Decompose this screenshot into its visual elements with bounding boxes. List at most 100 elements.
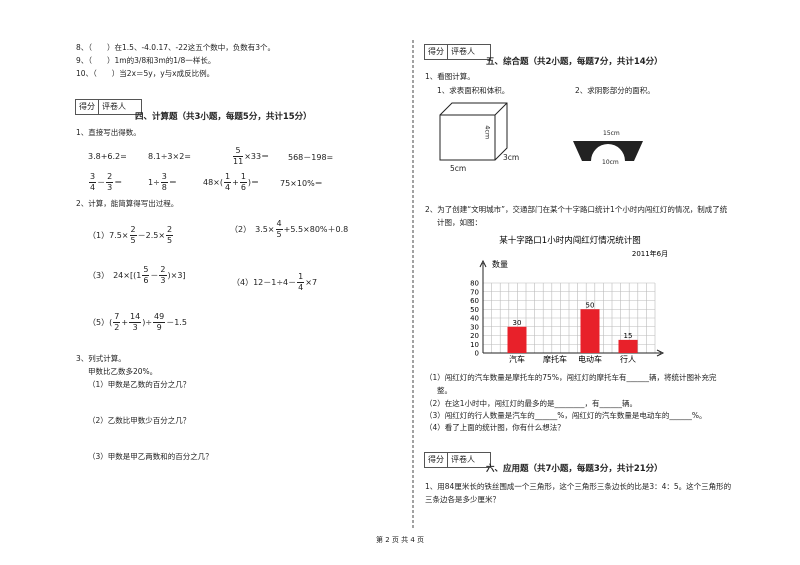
fraction: 49 9: [153, 312, 166, 333]
expression: 8.1÷3×2=: [148, 152, 191, 161]
denominator: 3: [107, 183, 113, 192]
expression: 5 11 ×33＝: [232, 146, 269, 167]
numerator: 3: [89, 172, 97, 183]
expression-text: 3.8+6.2=: [88, 152, 127, 161]
score-box: 得分 评卷人: [424, 44, 491, 60]
expression-text: （4）12－1÷4－: [232, 278, 297, 287]
y-axis-arrow: [479, 259, 487, 268]
y-tick-label: 30: [470, 323, 479, 331]
y-tick-label: 50: [470, 306, 479, 314]
x-tick-label: 摩托车: [543, 354, 567, 364]
denominator: 6: [143, 276, 149, 285]
y-tick-label: 20: [470, 332, 479, 340]
score-box: 得分 评卷人: [75, 99, 142, 115]
question: 8、（ ）在1.5、-4.0.17、-22这五个数中，负数有3个。: [76, 43, 276, 52]
section-heading: 五、综合题（共2小题，每题7分，共计14分）: [486, 57, 663, 67]
expression: （5）(7 2 +14 3)÷ 49 9 －1.5: [88, 312, 187, 333]
y-tick-label: 70: [470, 288, 479, 296]
expression: （1）7.5× 2 5 －2.5× 2 5: [88, 225, 174, 246]
expression-text: ×7: [305, 278, 318, 287]
question: 1、求表面积和体积。: [437, 86, 510, 95]
dimension-label: 3cm: [503, 153, 520, 162]
expression-text: +5.5×80%＋0.8: [283, 225, 349, 234]
dimension-label: 5cm: [450, 164, 467, 173]
question: 10、（ ）当2x＝5y，y与x成反比例。: [76, 69, 215, 78]
expression-text: ＝: [168, 178, 177, 187]
denominator: 2: [114, 323, 120, 332]
y-axis-label: 数量: [492, 259, 508, 269]
y-tick-label: 40: [470, 315, 479, 323]
x-tick-label: 汽车: [509, 354, 525, 364]
premise: 甲数比乙数多20%。: [88, 367, 158, 376]
score-label: 得分: [428, 47, 444, 56]
expression: （2） 3.5× 4 5 +5.5×80%＋0.8: [230, 219, 348, 240]
expression-text: 568－198=: [288, 153, 334, 162]
expression-text: （5）(: [88, 318, 113, 327]
question: （1）闯红灯的汽车数量是摩托车的75%，闯红灯的摩托车有______辆，将统计图…: [425, 373, 717, 382]
expression-text: ×33＝: [244, 152, 270, 161]
question: （2）在这1小时中，闯红灯的最多的是________，有______辆。: [425, 399, 638, 408]
expression-text: +: [121, 318, 129, 327]
chart-subtitle: 2011年6月: [632, 249, 668, 258]
question: 2、求阴影部分的面积。: [575, 86, 655, 95]
bar: [507, 326, 527, 353]
numerator: 1: [239, 172, 247, 183]
question: 整。: [437, 386, 452, 395]
expression: 1÷ 3 8 ＝: [148, 172, 177, 193]
footer: 第 2 页 共 4 页: [375, 536, 425, 544]
question: （4）看了上面的统计图，你有什么想法？: [425, 423, 565, 432]
question: 3、列式计算。: [76, 354, 126, 363]
y-tick-label: 60: [470, 297, 479, 305]
expression-text: 1÷: [148, 178, 160, 187]
y-tick-label: 0: [475, 350, 479, 358]
grader-label: 评卷人: [447, 453, 490, 467]
expression: 568－198=: [288, 152, 333, 163]
denominator: 4: [90, 183, 96, 192]
denominator: 3: [160, 276, 166, 285]
question: （3）甲数是甲乙两数和的百分之几？: [88, 452, 213, 461]
grader-label: 评卷人: [98, 100, 141, 114]
question: （1）甲数是乙数的百分之几？: [88, 380, 191, 389]
question: 计图，如图：: [437, 218, 482, 227]
question: 1、直接写出得数。: [76, 128, 141, 137]
expression-text: ＝: [114, 178, 123, 187]
value-label: 30: [513, 319, 522, 327]
question: （2）乙数比甲数少百分之几？: [88, 416, 191, 425]
expression-text: （2） 3.5×: [230, 225, 275, 234]
numerator: 5: [142, 265, 150, 276]
question: 2、为了创建“文明城市”，交通部门在某个十字路口统计1个小时内闯红灯的情况，制成…: [425, 205, 728, 214]
grader-label: 评卷人: [447, 45, 490, 59]
cuboid: [439, 102, 508, 161]
denominator: 4: [225, 183, 231, 192]
denominator: 4: [298, 283, 304, 292]
question: 1、看图计算。: [425, 72, 475, 81]
question: 2、计算，能简算得写出过程。: [76, 199, 179, 208]
x-tick-label: 电动车: [578, 354, 602, 364]
expression: 75×10%＝: [280, 178, 323, 189]
expression: 48×(1 4 +1 6)＝: [203, 172, 259, 193]
score-label: 得分: [79, 102, 95, 111]
expression-text: －2.5×: [137, 231, 166, 240]
denominator: 5: [276, 230, 282, 239]
expression-text: （3） 24×[(1: [88, 271, 142, 280]
value-label: 50: [586, 301, 595, 309]
denominator: 8: [161, 183, 167, 192]
numerator: 2: [106, 172, 114, 183]
denominator: 5: [130, 236, 136, 245]
expression: 3.8+6.2=: [88, 152, 127, 161]
question: 9、（ ）1m的3/8和3m的1/8一样长。: [76, 56, 216, 65]
numerator: 49: [153, 312, 166, 323]
expression-text: 48×(: [203, 178, 224, 187]
numerator: 1: [297, 272, 305, 283]
